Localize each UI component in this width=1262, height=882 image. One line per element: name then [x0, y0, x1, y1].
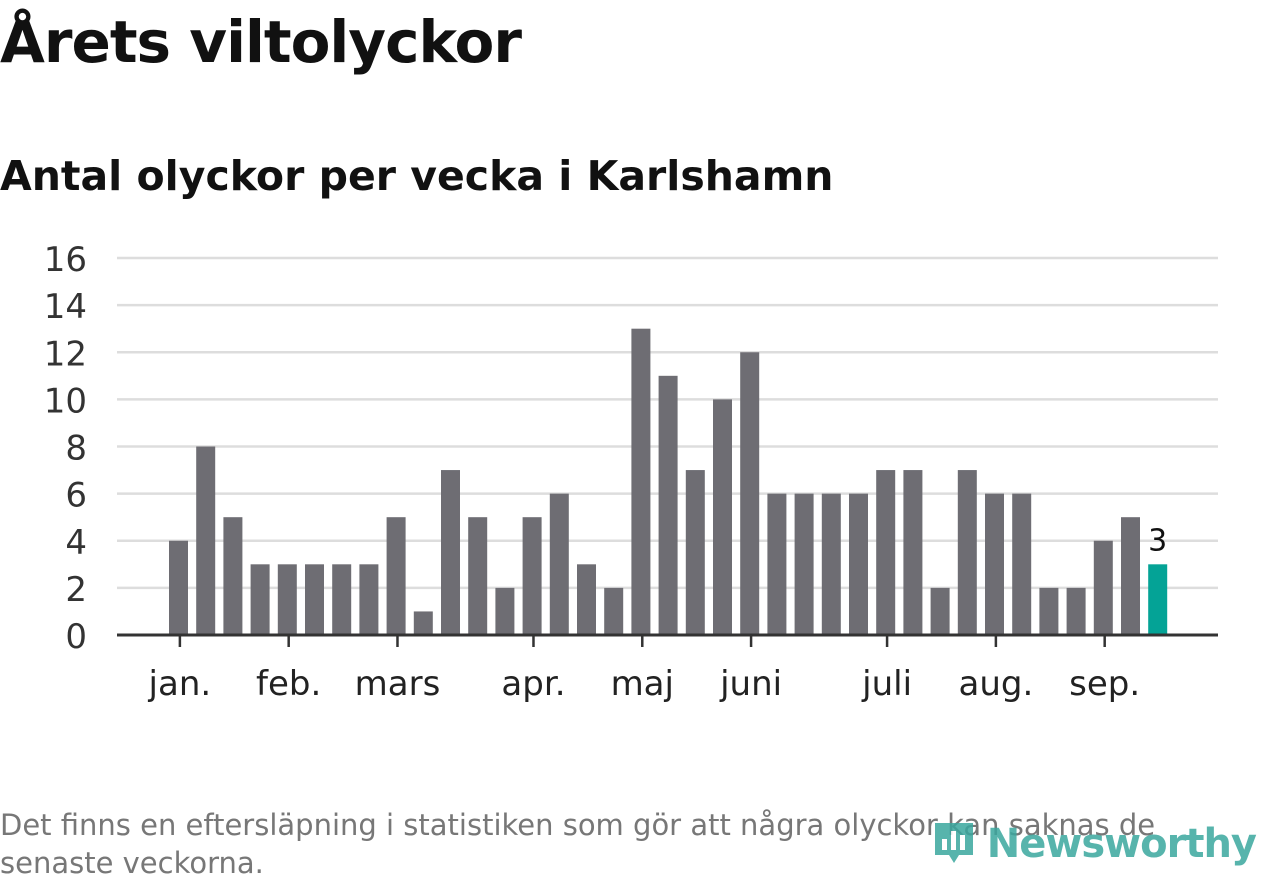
bar [386, 517, 406, 635]
bar-chart: 0 2 4 6 8 10 12 14 16 jan. feb. mars apr. maj juni jul… [44, 240, 1218, 704]
bar [740, 352, 760, 635]
bar [685, 470, 705, 635]
bar [1121, 517, 1140, 635]
y-tick-label: 12 [44, 334, 87, 374]
x-axis-ticks: jan. feb. mars apr. maj juni juli aug. sep. [148, 635, 1140, 704]
bar [1039, 587, 1059, 635]
bar [577, 564, 596, 635]
x-tick-label: maj [611, 664, 674, 704]
x-tick-label: aug. [958, 664, 1033, 704]
bar [441, 470, 460, 635]
chart-subtitle: Antal olyckor per vecka i Karlshamn [0, 152, 834, 200]
bar [169, 540, 188, 635]
bar [223, 517, 243, 635]
bar [196, 446, 216, 635]
bar [849, 493, 868, 635]
x-tick-label: sep. [1069, 664, 1140, 704]
bar [1066, 587, 1086, 635]
bar [332, 564, 352, 635]
bar [413, 611, 433, 635]
bar [277, 564, 297, 635]
bar [631, 328, 651, 635]
bar [821, 493, 841, 635]
bar [957, 470, 977, 635]
bar [767, 493, 787, 635]
data-label: 3 [1148, 523, 1167, 558]
bar-current-week [1148, 564, 1168, 635]
bar [359, 564, 379, 635]
x-tick-label: juli [861, 664, 912, 704]
bar [985, 493, 1004, 635]
bars [169, 328, 1168, 635]
y-tick-label: 6 [65, 476, 87, 516]
bar [522, 517, 542, 635]
bar [1012, 493, 1032, 635]
bar [250, 564, 270, 635]
bar [876, 470, 896, 635]
x-tick-label: apr. [501, 664, 565, 704]
newsworthy-logo: Newsworthy [931, 819, 1257, 869]
newsworthy-chart-icon [931, 819, 977, 869]
y-tick-label: 10 [44, 381, 87, 421]
y-tick-label: 2 [65, 570, 87, 610]
y-tick-label: 4 [65, 523, 87, 563]
y-axis-ticks: 0 2 4 6 8 10 12 14 16 [44, 240, 87, 657]
y-tick-label: 0 [65, 617, 87, 657]
bar [495, 587, 515, 635]
bar [604, 587, 624, 635]
y-tick-label: 16 [44, 240, 87, 280]
bar [794, 493, 814, 635]
x-tick-label: juni [719, 664, 782, 704]
chart-title: Årets viltolyckor [0, 8, 522, 76]
y-tick-label: 14 [44, 287, 87, 327]
bar [549, 493, 569, 635]
bar [468, 517, 488, 635]
bar [1093, 540, 1113, 635]
y-tick-label: 8 [65, 429, 87, 469]
x-tick-label: feb. [256, 664, 321, 704]
data-labels: 3 [1148, 523, 1167, 558]
bar [930, 587, 950, 635]
x-tick-label: jan. [148, 664, 212, 704]
bar [903, 470, 923, 635]
x-tick-label: mars [355, 664, 441, 704]
bar [658, 375, 678, 635]
bar [305, 564, 324, 635]
logo-text: Newsworthy [986, 821, 1257, 867]
bar [713, 399, 732, 635]
